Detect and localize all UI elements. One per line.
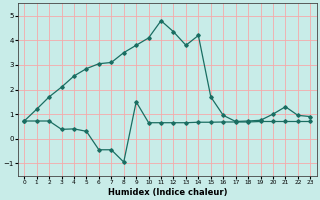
- X-axis label: Humidex (Indice chaleur): Humidex (Indice chaleur): [108, 188, 227, 197]
